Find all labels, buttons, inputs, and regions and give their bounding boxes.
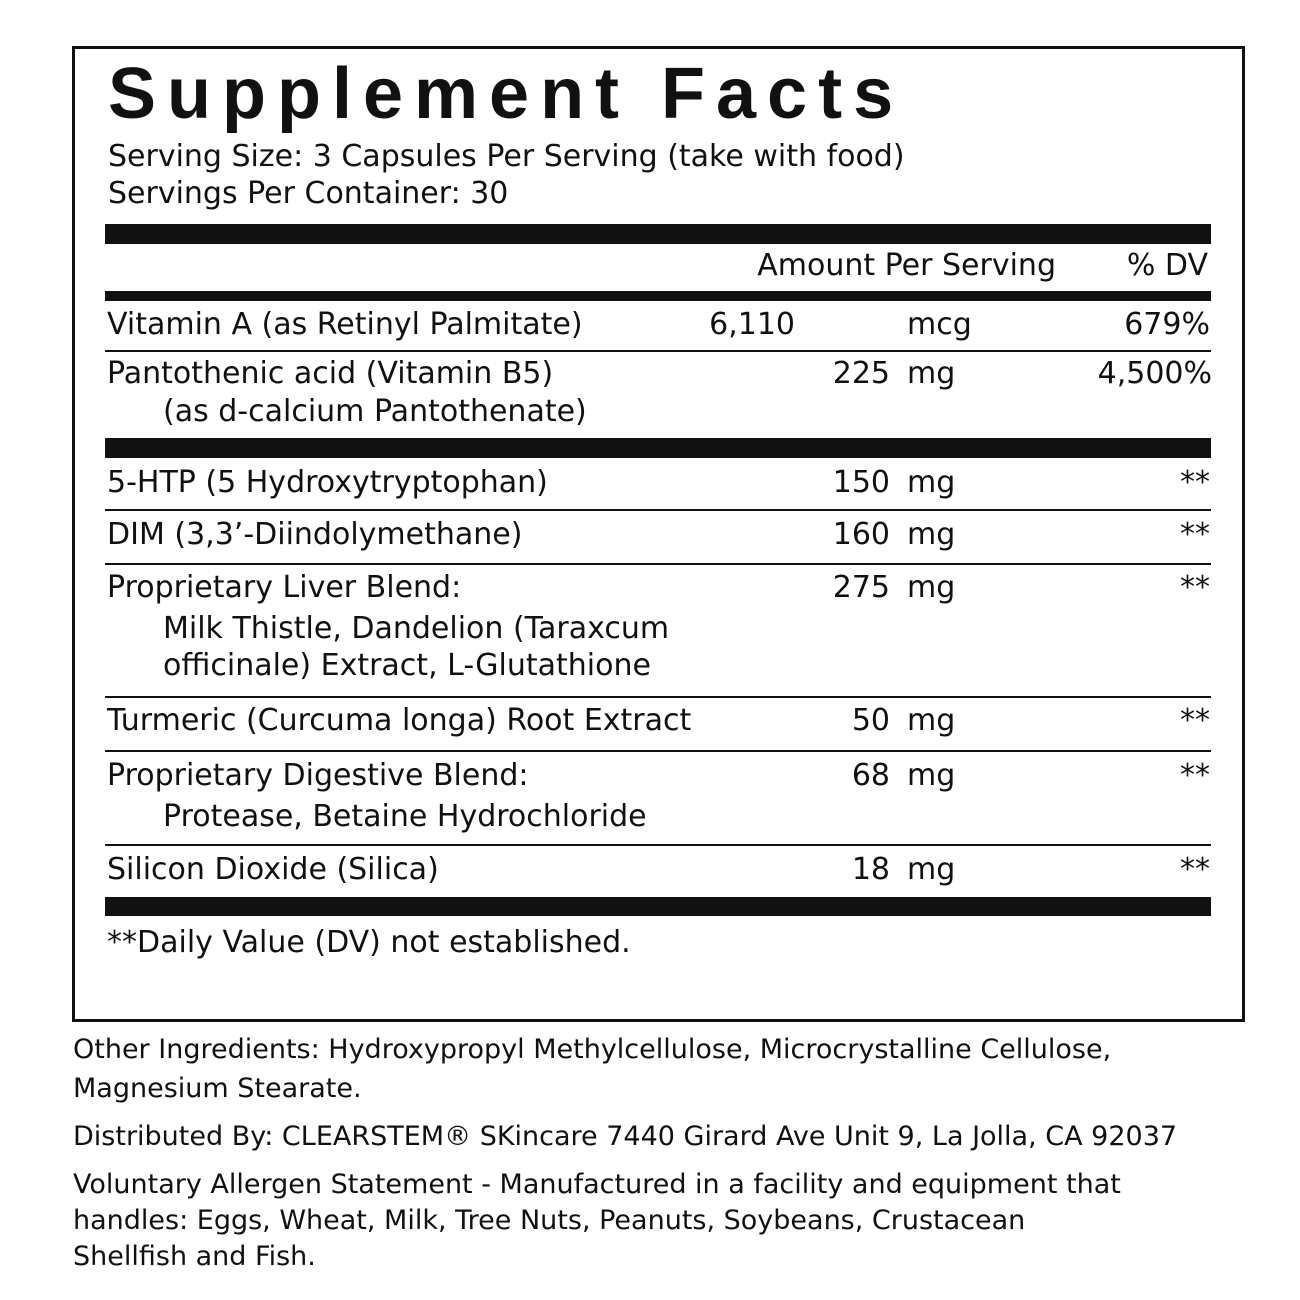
nutrient-amount: 68 <box>851 758 890 793</box>
header-dv: % DV <box>1126 248 1208 283</box>
nutrient-sub: Protease, Betaine Hydrochloride <box>163 799 647 834</box>
nutrient-dv: 679% <box>1124 307 1210 342</box>
nutrient-unit: mg <box>907 465 956 500</box>
nutrient-amount: 18 <box>851 852 890 887</box>
nutrient-unit: mcg <box>907 307 972 342</box>
nutrient-unit: mg <box>907 852 956 887</box>
serving-size: Serving Size: 3 Capsules Per Serving (ta… <box>108 139 905 174</box>
nutrient-unit: mg <box>907 517 956 552</box>
nutrient-unit: mg <box>907 703 956 738</box>
divider-thin <box>105 844 1211 846</box>
divider-medium <box>105 291 1211 301</box>
divider-thin <box>105 563 1211 565</box>
nutrient-amount: 50 <box>851 703 890 738</box>
nutrient-amount: 275 <box>832 570 890 605</box>
other-ingredients: Other Ingredients: Hydroxypropyl Methylc… <box>73 1034 1112 1065</box>
distributed-by: Distributed By: CLEARSTEM® SKincare 7440… <box>73 1121 1178 1152</box>
divider-thick <box>105 897 1211 916</box>
divider-thick <box>105 438 1211 458</box>
nutrient-amount: 6,110 <box>709 307 795 342</box>
nutrient-name: Pantothenic acid (Vitamin B5) <box>107 356 554 391</box>
nutrient-dv: ** <box>1180 465 1210 500</box>
allergen-statement: Voluntary Allergen Statement - Manufactu… <box>73 1169 1121 1200</box>
header-amount: Amount Per Serving <box>757 248 1056 283</box>
nutrient-unit: mg <box>907 570 956 605</box>
divider-thin <box>105 696 1211 698</box>
supplement-facts-panel <box>72 46 1245 1022</box>
nutrient-amount: 150 <box>832 465 890 500</box>
nutrient-dv: 4,500% <box>1097 356 1212 391</box>
nutrient-amount: 225 <box>832 356 890 391</box>
nutrient-name: Proprietary Digestive Blend: <box>107 758 529 793</box>
allergen-statement: handles: Eggs, Wheat, Milk, Tree Nuts, P… <box>73 1205 1026 1236</box>
nutrient-name: 5-HTP (5 Hydroxytryptophan) <box>107 465 548 500</box>
nutrient-name: Silicon Dioxide (Silica) <box>107 852 439 887</box>
footnote: **Daily Value (DV) not established. <box>107 925 631 960</box>
nutrient-name: Turmeric (Curcuma longa) Root Extract <box>107 703 692 738</box>
divider-thin <box>105 750 1211 752</box>
nutrient-sub: Milk Thistle, Dandelion (Taraxcum <box>163 611 670 646</box>
nutrient-sub: (as d-calcium Pantothenate) <box>163 394 587 429</box>
nutrient-dv: ** <box>1180 703 1210 738</box>
nutrient-amount: 160 <box>832 517 890 552</box>
nutrient-dv: ** <box>1180 758 1210 793</box>
nutrient-name: DIM (3,3’-Diindolymethane) <box>107 517 523 552</box>
divider-thick <box>105 224 1211 244</box>
nutrient-dv: ** <box>1180 517 1210 552</box>
divider-thin <box>105 509 1211 511</box>
nutrient-sub: officinale) Extract, L-Glutathione <box>163 648 651 683</box>
nutrient-unit: mg <box>907 758 956 793</box>
nutrient-dv: ** <box>1180 570 1210 605</box>
other-ingredients: Magnesium Stearate. <box>73 1073 362 1104</box>
nutrient-name: Proprietary Liver Blend: <box>107 570 462 605</box>
divider-thin <box>105 350 1211 352</box>
nutrient-dv: ** <box>1180 852 1210 887</box>
nutrient-unit: mg <box>907 356 956 391</box>
servings-per-container: Servings Per Container: 30 <box>108 176 509 211</box>
nutrient-name: Vitamin A (as Retinyl Palmitate) <box>107 307 583 342</box>
allergen-statement: Shellfish and Fish. <box>73 1241 316 1272</box>
panel-title: Supplement Facts <box>108 54 905 134</box>
